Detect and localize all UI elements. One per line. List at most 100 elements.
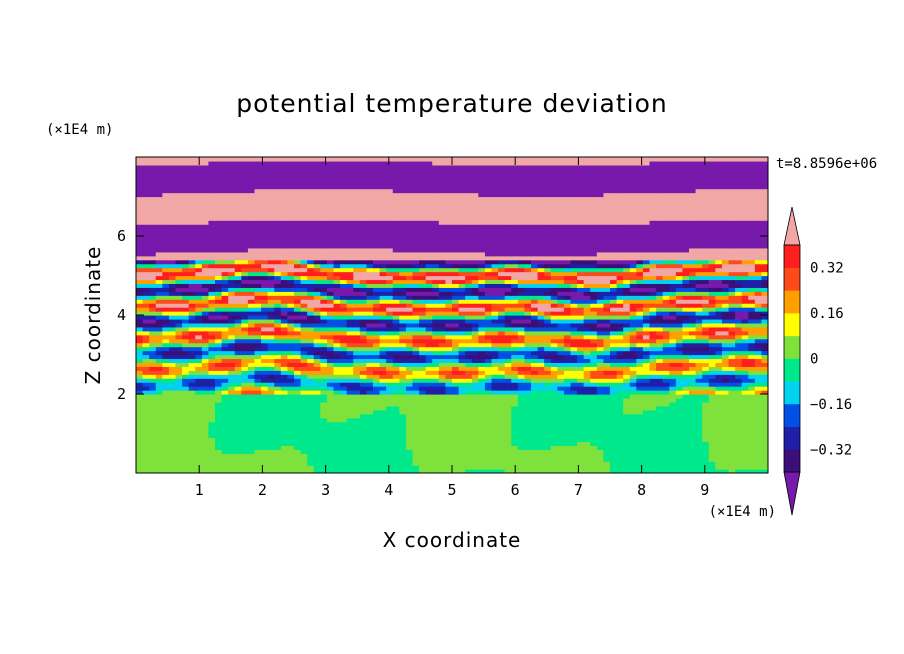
heatmap-cell <box>603 457 611 462</box>
heatmap-cell <box>741 421 749 427</box>
heatmap-cell <box>267 433 275 439</box>
heatmap-cell <box>149 326 157 332</box>
heatmap-cell <box>201 441 210 446</box>
heatmap-cell <box>326 330 335 336</box>
heatmap-cell <box>188 417 196 423</box>
heatmap-cell <box>208 318 216 324</box>
heatmap-cell <box>570 322 578 328</box>
heatmap-cell <box>386 461 394 466</box>
heatmap-cell <box>623 378 631 383</box>
heatmap-cell <box>208 330 216 336</box>
heatmap-cell <box>228 461 236 466</box>
heatmap-cell <box>761 441 768 446</box>
heatmap-cell <box>557 370 565 375</box>
heatmap-cell <box>168 433 177 439</box>
heatmap-cell <box>175 417 183 423</box>
heatmap-cell <box>682 425 690 431</box>
heatmap-cell <box>346 279 354 284</box>
heatmap-cell <box>603 394 611 399</box>
heatmap-cell <box>498 287 506 292</box>
heatmap-cell <box>504 401 512 407</box>
heatmap-cell <box>353 330 361 336</box>
heatmap-cell <box>412 334 420 340</box>
heatmap-cell <box>412 318 420 324</box>
heatmap-cell <box>247 291 256 296</box>
heatmap-cell <box>182 445 190 450</box>
heatmap-cell <box>267 378 275 383</box>
heatmap-cell <box>498 401 506 407</box>
heatmap-cell <box>689 267 697 273</box>
heatmap-cell <box>366 453 374 458</box>
heatmap-cell <box>484 370 493 375</box>
heatmap-cell <box>366 417 374 423</box>
heatmap-cell <box>386 279 394 284</box>
heatmap-cell <box>610 453 618 458</box>
heatmap-cell <box>432 409 440 415</box>
heatmap-cell <box>386 291 394 296</box>
heatmap-cell <box>544 390 552 395</box>
heatmap-cell <box>524 421 532 427</box>
heatmap-cell <box>195 374 203 379</box>
heatmap-cell <box>708 386 716 391</box>
heatmap-cell <box>741 326 749 332</box>
heatmap-cell <box>669 421 677 427</box>
heatmap-cell <box>188 469 196 473</box>
heatmap-cell <box>241 271 249 277</box>
heatmap-cell <box>155 445 163 450</box>
heatmap-cell <box>326 390 335 395</box>
heatmap-cell <box>550 370 558 375</box>
heatmap-cell <box>261 390 269 395</box>
heatmap-cell <box>484 279 493 284</box>
heatmap-cell <box>254 342 262 348</box>
heatmap-cell <box>320 315 328 320</box>
heatmap-cell <box>616 382 624 387</box>
heatmap-cell <box>504 326 512 332</box>
heatmap-cell <box>320 461 328 466</box>
heatmap-cell <box>313 421 321 427</box>
heatmap-cell <box>656 291 664 296</box>
heatmap-cell <box>511 405 519 411</box>
heatmap-cell <box>702 378 710 383</box>
heatmap-cell <box>142 318 150 324</box>
heatmap-cell <box>669 322 677 328</box>
heatmap-cell <box>267 358 275 363</box>
heatmap-cell <box>471 346 479 352</box>
heatmap-cell <box>656 421 664 427</box>
heatmap-cell <box>201 469 210 473</box>
heatmap-cell <box>208 390 216 395</box>
heatmap-cell <box>432 350 440 356</box>
heatmap-cell <box>241 350 249 356</box>
heatmap-cell <box>484 390 493 395</box>
heatmap-cell <box>182 394 190 399</box>
heatmap-cell <box>254 318 262 324</box>
heatmap-cell <box>267 401 275 407</box>
heatmap-cell <box>313 366 321 371</box>
heatmap-cell <box>412 275 420 281</box>
heatmap-cell <box>340 409 348 415</box>
heatmap-cell <box>537 267 545 273</box>
heatmap-cell <box>215 374 223 379</box>
heatmap-cell <box>412 425 420 431</box>
heatmap-cell <box>590 449 598 454</box>
heatmap-cell <box>754 275 763 281</box>
heatmap-cell <box>373 334 381 340</box>
heatmap-cell <box>563 271 572 277</box>
heatmap-cell <box>596 386 605 391</box>
heatmap-cell <box>195 425 203 431</box>
heatmap-cell <box>471 401 479 407</box>
heatmap-cell <box>748 401 756 407</box>
heatmap-cell <box>504 382 512 387</box>
heatmap-cell <box>642 322 651 328</box>
heatmap-cell <box>629 417 637 423</box>
heatmap-cell <box>241 295 249 300</box>
heatmap-cell <box>175 303 183 308</box>
heatmap-cell <box>675 334 684 340</box>
heatmap-cell <box>241 409 249 415</box>
heatmap-cell <box>636 334 644 340</box>
heatmap-cell <box>221 267 229 273</box>
heatmap-cell <box>353 271 361 277</box>
heatmap-cell <box>557 461 565 466</box>
heatmap-cell <box>491 350 499 356</box>
heatmap-cell <box>359 362 368 367</box>
heatmap-cell <box>656 449 664 454</box>
